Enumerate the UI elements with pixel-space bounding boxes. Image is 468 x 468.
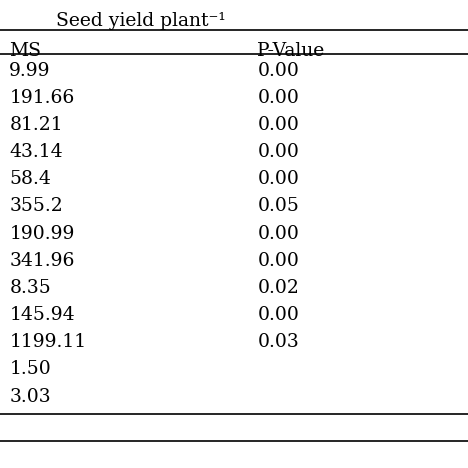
- Text: 191.66: 191.66: [9, 89, 74, 107]
- Text: 0.02: 0.02: [257, 279, 299, 297]
- Text: 0.03: 0.03: [257, 333, 299, 351]
- Text: 3.03: 3.03: [9, 388, 51, 405]
- Text: 190.99: 190.99: [9, 225, 75, 242]
- Text: 145.94: 145.94: [9, 306, 75, 324]
- Text: 81.21: 81.21: [9, 116, 63, 134]
- Text: 0.00: 0.00: [257, 252, 299, 270]
- Text: 0.00: 0.00: [257, 306, 299, 324]
- Text: 0.05: 0.05: [257, 197, 299, 215]
- Text: 0.00: 0.00: [257, 225, 299, 242]
- Text: 9.99: 9.99: [9, 62, 51, 80]
- Text: 43.14: 43.14: [9, 143, 63, 161]
- Text: 0.00: 0.00: [257, 116, 299, 134]
- Text: 0.00: 0.00: [257, 62, 299, 80]
- Text: 58.4: 58.4: [9, 170, 51, 188]
- Text: 8.35: 8.35: [9, 279, 51, 297]
- Text: MS: MS: [9, 42, 41, 60]
- Text: 1199.11: 1199.11: [9, 333, 87, 351]
- Text: 0.00: 0.00: [257, 170, 299, 188]
- Text: 0.00: 0.00: [257, 89, 299, 107]
- Text: Seed yield plant⁻¹: Seed yield plant⁻¹: [56, 12, 225, 29]
- Text: 0.00: 0.00: [257, 143, 299, 161]
- Text: 355.2: 355.2: [9, 197, 63, 215]
- Text: P-Value: P-Value: [257, 42, 326, 60]
- Text: 341.96: 341.96: [9, 252, 75, 270]
- Text: 1.50: 1.50: [9, 360, 51, 378]
